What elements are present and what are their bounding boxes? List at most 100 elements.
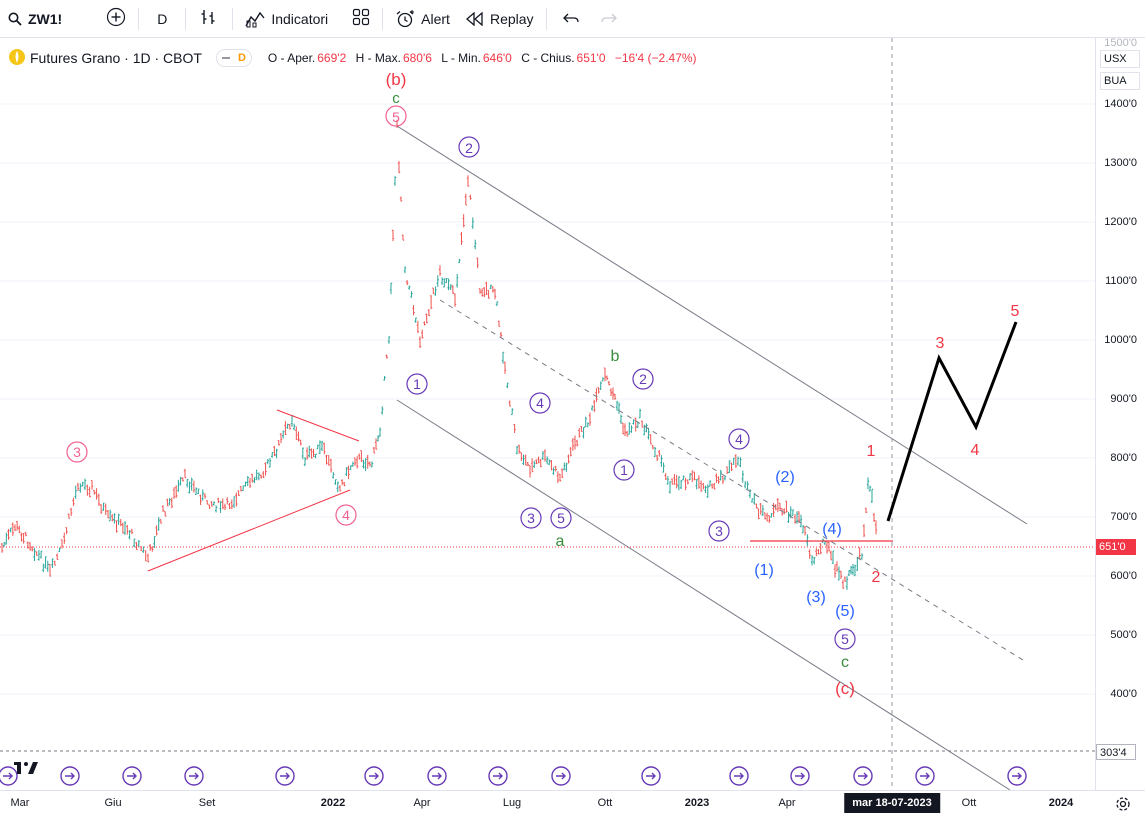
wave-circle — [458, 136, 480, 158]
wave-label-1-blue: (1) — [754, 562, 774, 579]
toolbar-divider — [138, 7, 140, 30]
indicators-button[interactable]: Indicatori — [237, 0, 336, 38]
top-toolbar: ZW1! D Indicatori Alert Repl — [0, 0, 1145, 38]
wave-label-4-purple-mid: 4 — [536, 395, 544, 411]
wave-label-5-pink-top: 5 — [392, 109, 400, 125]
wave-label-c-green-bottom: c — [841, 654, 849, 671]
events-row — [0, 766, 1027, 786]
wave-circle — [550, 507, 572, 529]
price-axis-label: 1400'0 — [1104, 98, 1137, 110]
economic-event-icon[interactable] — [184, 766, 204, 786]
price-axis[interactable]: 1500'0 USX BUA 1400'0 1300'0 1200'0 1100'0 1… — [1095, 37, 1145, 790]
replay-button[interactable]: Replay — [458, 0, 542, 38]
wave-circle — [385, 105, 407, 127]
wave-label-b-green: b — [611, 348, 620, 365]
chart-legend: Futures Grano · 1D · CBOT D O - Aper. 669… — [8, 47, 697, 69]
wave-label-5-red: 5 — [1011, 303, 1020, 320]
price-axis-label: 1000'0 — [1104, 334, 1137, 346]
redo-icon — [600, 11, 617, 27]
economic-event-icon[interactable] — [1007, 766, 1027, 786]
wave-label-2-blue: (2) — [775, 469, 795, 486]
wave-circle — [406, 373, 428, 395]
search-icon — [8, 12, 22, 26]
price-axis-label: 400'0 — [1110, 688, 1137, 700]
compare-button[interactable] — [98, 0, 134, 38]
time-axis-label: 2023 — [684, 797, 710, 809]
price-axis-label: 600'0 — [1110, 570, 1137, 582]
wave-label-1-purple-b: 1 — [620, 462, 628, 478]
economic-event-icon[interactable] — [551, 766, 571, 786]
wave-label-4-purple-right: 4 — [735, 431, 743, 447]
economic-event-icon[interactable] — [364, 766, 384, 786]
time-axis-label: 2024 — [1048, 797, 1074, 809]
wave-circle — [708, 520, 730, 542]
grid-icon — [352, 8, 370, 29]
indicators-label: Indicatori — [271, 10, 329, 27]
time-axis-label: Lug — [502, 797, 522, 809]
legend-title[interactable]: Futures Grano · 1D · CBOT — [30, 50, 202, 66]
exchange-selector[interactable]: BUA — [1100, 72, 1140, 90]
close-label: C - Chius. — [521, 51, 575, 65]
wave-label-5-purple-a: 5 — [557, 510, 565, 526]
wave-label-3-pink-left: 3 — [73, 444, 81, 460]
symbol-search[interactable]: ZW1! — [0, 0, 70, 38]
replay-icon — [465, 11, 484, 26]
economic-event-icon[interactable] — [790, 766, 810, 786]
economic-event-icon[interactable] — [275, 766, 295, 786]
wave-circle — [613, 459, 635, 481]
open-label: O - Aper. — [267, 51, 316, 65]
economic-event-icon[interactable] — [0, 766, 18, 786]
gear-icon[interactable] — [1115, 796, 1131, 817]
wave-label-4-pink-left: 4 — [342, 507, 350, 523]
currency-selector[interactable]: USX — [1100, 50, 1140, 68]
interval-label: D — [157, 10, 168, 27]
wave-label-3-blue: (3) — [806, 589, 826, 606]
undo-button[interactable] — [551, 0, 591, 38]
alert-button[interactable]: Alert — [387, 0, 458, 38]
economic-event-icon[interactable] — [488, 766, 508, 786]
economic-event-icon[interactable] — [427, 766, 447, 786]
wave-circle — [632, 368, 654, 390]
projection-path[interactable] — [886, 321, 1018, 522]
legend-ohlc: O - Aper. 669'2 H - Max. 680'6 L - Min. 646… — [268, 51, 697, 65]
channel-upper-line[interactable] — [396, 125, 1028, 525]
wave-label-3-purple-right: 3 — [715, 523, 723, 539]
channel-lower-line[interactable] — [396, 399, 1011, 790]
price-chart[interactable]: (b) c 5 2 1 4 3 5 a b 2 1 3 4 4 3 (2) (4… — [0, 38, 1095, 790]
indicators-icon — [245, 10, 265, 28]
bars-icon — [200, 8, 218, 29]
channel-mid-dashed-line[interactable] — [439, 299, 1024, 661]
price-axis-label: 1200'0 — [1104, 216, 1137, 228]
alert-label: Alert — [421, 10, 450, 27]
legend-status-pill[interactable]: D — [215, 49, 252, 67]
economic-event-icon[interactable] — [122, 766, 142, 786]
redo-button[interactable] — [591, 0, 627, 38]
wave-circle — [335, 504, 357, 526]
legend-dash-icon — [221, 57, 230, 59]
interval-button[interactable]: D — [143, 0, 181, 38]
chart-grid — [0, 103, 1095, 695]
economic-event-icon[interactable] — [641, 766, 661, 786]
toolbar-divider — [232, 7, 234, 30]
time-axis[interactable]: Mar Giu Set 2022 Apr Lug Ott 2023 Apr Ott 2024 mar… — [0, 790, 1145, 825]
crosshair-date: mar 18-07-2023 — [844, 793, 940, 813]
time-axis-label: Mar — [10, 797, 30, 809]
wave-label-c-red-bottom: (c) — [835, 679, 855, 698]
layouts-button[interactable] — [344, 0, 378, 38]
chart-type-button[interactable] — [190, 0, 228, 38]
wave-label-c-green-top: c — [392, 90, 400, 107]
economic-event-icon[interactable] — [60, 766, 80, 786]
economic-event-icon[interactable] — [915, 766, 935, 786]
economic-event-icon[interactable] — [729, 766, 749, 786]
triangle-upper-line[interactable] — [276, 409, 360, 442]
economic-event-icon[interactable] — [853, 766, 873, 786]
triangle-lower-line[interactable] — [147, 489, 351, 572]
price-axis-label: 1100'0 — [1105, 275, 1137, 287]
high-label: H - Max. — [355, 51, 401, 65]
wave-label-3-purple-a: 3 — [527, 510, 535, 526]
low-label: L - Min. — [441, 51, 481, 65]
time-axis-label: Set — [198, 797, 216, 809]
price-label-top-partial: 1500'0 — [1104, 37, 1137, 49]
legend-delay-badge: D — [237, 52, 246, 64]
wave-label-1-purple-left: 1 — [413, 376, 421, 392]
